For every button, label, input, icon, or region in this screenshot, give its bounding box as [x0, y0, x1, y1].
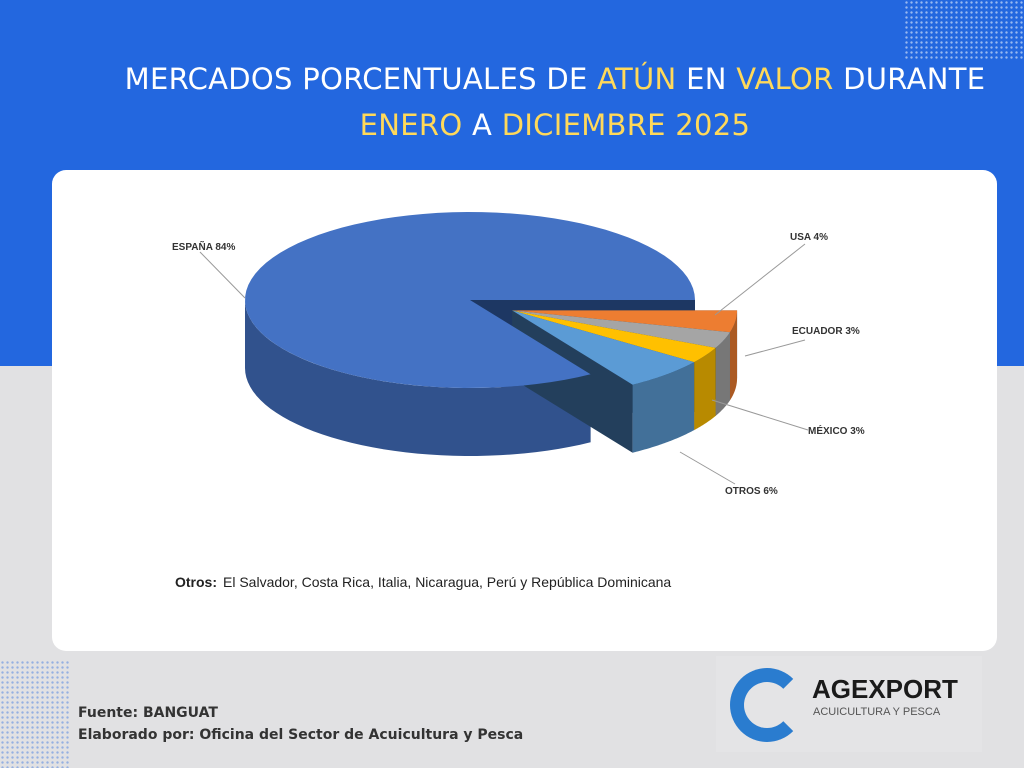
footer: Fuente: BANGUAT Elaborado por: Oficina d… — [78, 702, 523, 746]
agexport-logo: AGEXPORT ACUICULTURA Y PESCA — [716, 656, 982, 752]
pie-slice-side — [715, 332, 730, 416]
pie-slice-side — [729, 310, 738, 401]
others-note: Otros: El Salvador, Costa Rica, Italia, N… — [175, 574, 672, 590]
data-label: ECUADOR 3% — [792, 326, 860, 337]
decorative-dots — [904, 0, 1024, 60]
leader-line — [711, 399, 809, 431]
author-text: Elaborado por: Oficina del Sector de Acu… — [78, 727, 524, 743]
leader-line — [744, 339, 806, 357]
logo-g-icon — [730, 668, 804, 742]
leader-line — [679, 451, 736, 485]
page-title: MERCADOS PORCENTUALES DE ATÚN EN VALOR D… — [124, 62, 986, 142]
pie-slice-méxico — [512, 310, 716, 363]
leader-line — [714, 243, 806, 316]
pie-slice-otros — [512, 310, 695, 385]
decorative-dots — [0, 660, 70, 768]
data-label: MÉXICO 3% — [808, 424, 865, 437]
pie-slice-españa — [245, 212, 696, 388]
pie-slice-ecuador — [512, 310, 730, 348]
pie-slice-side — [632, 362, 695, 453]
pie-slice-side — [245, 300, 591, 456]
data-label: OTROS 6% — [725, 486, 778, 497]
pie-slice-usa — [512, 310, 738, 333]
pie-slice-side — [694, 347, 716, 431]
data-label: ESPAÑA 84% — [172, 240, 235, 253]
data-label: USA 4% — [790, 232, 828, 243]
source-text: Fuente: BANGUAT — [78, 705, 218, 721]
leader-line — [199, 251, 246, 299]
